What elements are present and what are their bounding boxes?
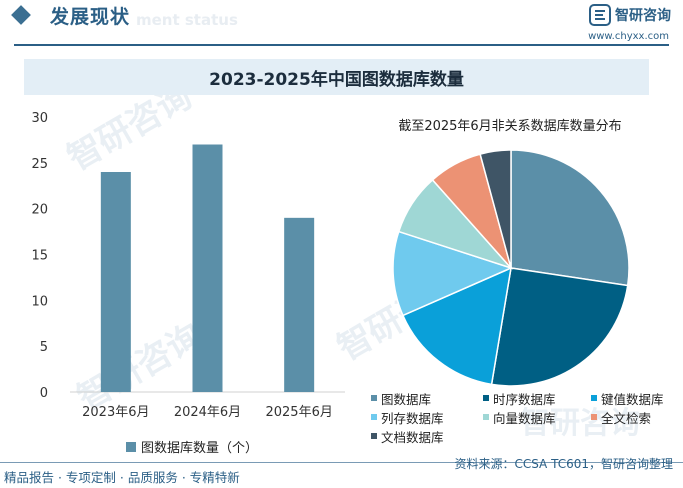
y-tick-label: 5 bbox=[40, 340, 48, 355]
header-divider bbox=[14, 44, 669, 46]
section-diamond-icon bbox=[11, 5, 31, 25]
x-tick-label: 2023年6月 bbox=[82, 405, 149, 420]
source-note: 资料来源：CCSA TC601，智研咨询整理 bbox=[454, 457, 673, 471]
y-tick-label: 25 bbox=[31, 157, 48, 172]
pie-legend-label: 图数据库 bbox=[381, 391, 432, 407]
brand-logo-icon bbox=[589, 4, 611, 26]
pie-legend: 图数据库 时序数据库 键值数据库列存数据库 向量数据库 全文检索文档数据库 bbox=[371, 389, 681, 445]
pie-legend-item: 键值数据库 bbox=[591, 389, 681, 407]
bar-legend: 图数据库数量（个） bbox=[126, 437, 258, 456]
y-tick-label: 15 bbox=[31, 249, 48, 264]
bar-legend-label: 图数据库数量（个） bbox=[141, 441, 259, 456]
footer-tagline: 精品报告 · 专项定制 · 品质服务 · 专精特新 bbox=[4, 470, 240, 485]
x-tick-label: 2024年6月 bbox=[174, 405, 241, 420]
section-title: 发展现状 bbox=[50, 6, 131, 28]
bar bbox=[284, 217, 315, 392]
pie-legend-item: 图数据库 bbox=[371, 389, 483, 407]
pie-slice bbox=[401, 266, 512, 386]
pie-legend-label: 向量数据库 bbox=[493, 410, 556, 426]
pie-slice bbox=[510, 149, 630, 287]
legend-swatch bbox=[483, 395, 489, 401]
pie-legend-item: 全文检索 bbox=[591, 408, 681, 426]
pie-legend-label: 文档数据库 bbox=[381, 429, 444, 445]
brand-name: 智研咨询 bbox=[615, 8, 671, 24]
y-tick-label: 0 bbox=[40, 386, 48, 401]
y-tick-label: 30 bbox=[31, 111, 48, 126]
pie-slice bbox=[392, 230, 514, 317]
pie-title: 截至2025年6月非关系数据库数量分布 bbox=[398, 119, 622, 134]
y-tick-label: 10 bbox=[31, 294, 48, 309]
pie-legend-label: 键值数据库 bbox=[601, 391, 664, 407]
pie-legend-label: 时序数据库 bbox=[493, 391, 556, 407]
pie-chart bbox=[392, 149, 630, 387]
bar bbox=[192, 144, 223, 392]
header: ment status 发展现状 智研咨询 www.chyxx.com bbox=[0, 0, 683, 52]
pie-legend-item: 文档数据库 bbox=[371, 427, 483, 445]
bar bbox=[100, 172, 131, 392]
pie-legend-item: 时序数据库 bbox=[483, 389, 591, 407]
section-subtitle: ment status bbox=[136, 11, 238, 29]
legend-swatch bbox=[591, 414, 597, 420]
legend-swatch bbox=[371, 433, 377, 439]
x-tick-label: 2025年6月 bbox=[265, 405, 332, 420]
footer-divider bbox=[0, 462, 683, 463]
brand: 智研咨询 bbox=[589, 4, 671, 26]
chart-title: 2023-2025年中国图数据库数量 bbox=[209, 70, 464, 90]
pie-legend-item: 列存数据库 bbox=[371, 408, 483, 426]
pie-legend-label: 全文检索 bbox=[601, 410, 652, 426]
brand-url: www.chyxx.com bbox=[588, 31, 669, 42]
legend-swatch bbox=[591, 395, 597, 401]
pie-slice bbox=[479, 149, 512, 269]
bar-chart: 0 5 10 15 20 25 30 2023年6月 2024年6月 2025年6月 bbox=[31, 111, 345, 420]
legend-swatch bbox=[483, 414, 489, 420]
chart-title-band: 2023-2025年中国图数据库数量 bbox=[24, 59, 649, 95]
pie-legend-label: 列存数据库 bbox=[381, 410, 444, 426]
pie-legend-item: 向量数据库 bbox=[483, 408, 591, 426]
y-tick-label: 20 bbox=[31, 203, 48, 218]
legend-swatch bbox=[371, 395, 377, 401]
legend-swatch bbox=[371, 414, 377, 420]
pie-slice bbox=[490, 267, 629, 387]
legend-swatch bbox=[126, 441, 136, 452]
